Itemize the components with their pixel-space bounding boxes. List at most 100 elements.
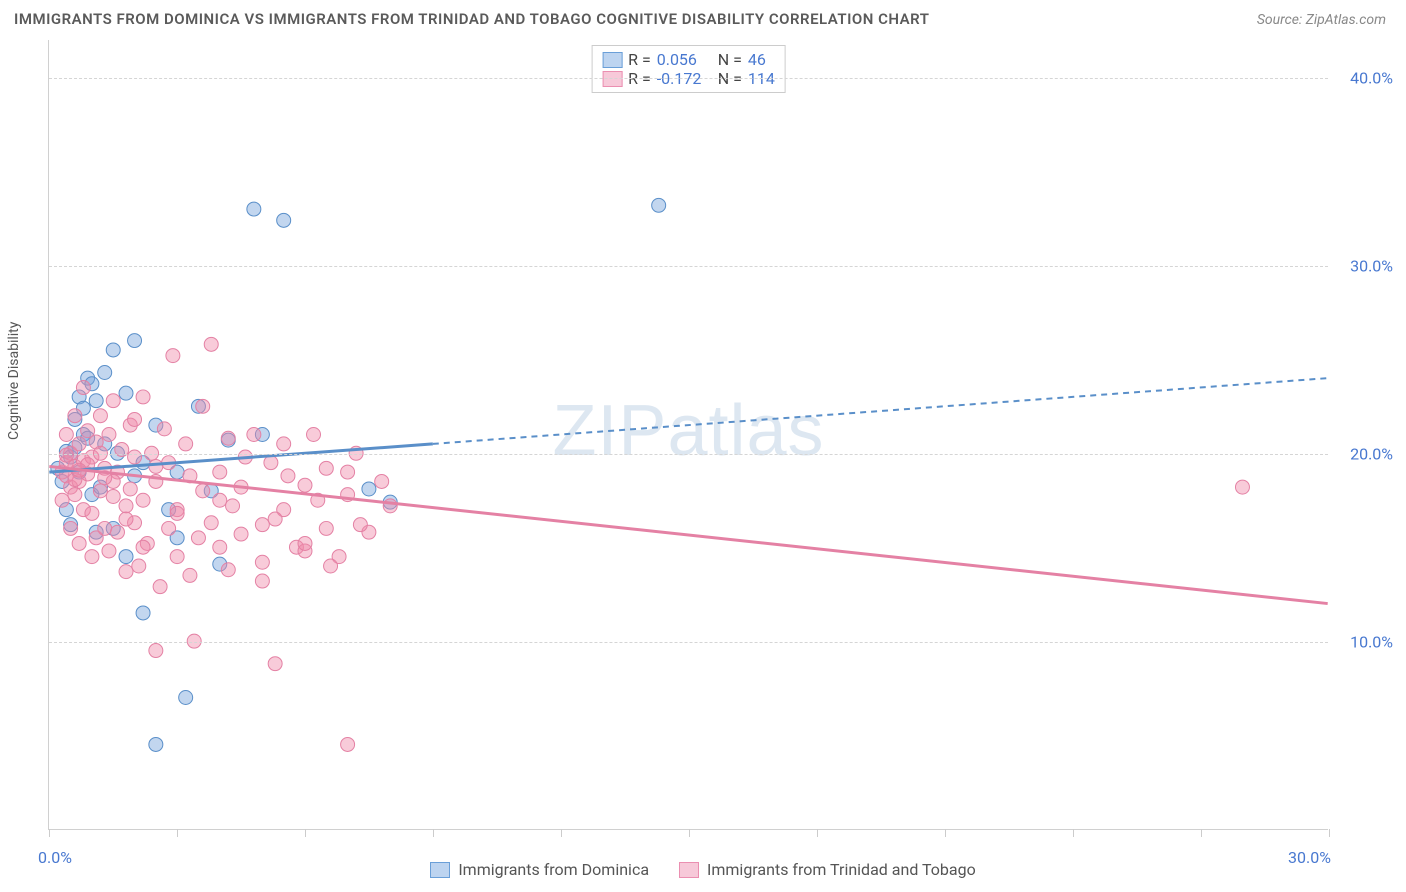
data-point — [255, 574, 269, 588]
data-point — [157, 422, 171, 436]
data-point — [298, 478, 312, 492]
legend-series-name: Immigrants from Trinidad and Tobago — [707, 860, 976, 879]
data-point — [324, 559, 338, 573]
data-point — [98, 366, 112, 380]
data-point — [170, 550, 184, 564]
data-point — [213, 540, 227, 554]
data-point — [110, 525, 124, 539]
data-point — [68, 488, 82, 502]
data-point — [375, 474, 389, 488]
scatter-svg — [49, 40, 1328, 829]
data-point — [93, 484, 107, 498]
data-point — [277, 437, 291, 451]
data-point — [247, 202, 261, 216]
data-point — [136, 540, 150, 554]
gridline — [49, 454, 1328, 455]
data-point — [255, 555, 269, 569]
data-point — [341, 737, 355, 751]
x-tick — [1201, 829, 1202, 837]
data-point — [85, 550, 99, 564]
data-point — [652, 198, 666, 212]
x-tick — [305, 829, 306, 837]
data-point — [213, 493, 227, 507]
data-point — [136, 493, 150, 507]
data-point — [72, 437, 86, 451]
data-point — [89, 394, 103, 408]
data-point — [93, 409, 107, 423]
data-point — [221, 563, 235, 577]
x-tick — [433, 829, 434, 837]
data-point — [1235, 480, 1249, 494]
data-point — [196, 484, 210, 498]
data-point — [179, 437, 193, 451]
data-point — [281, 469, 295, 483]
data-point — [204, 516, 218, 530]
data-point — [119, 565, 133, 579]
data-point — [128, 412, 142, 426]
data-point — [319, 461, 333, 475]
data-point — [307, 428, 321, 442]
data-point — [59, 448, 73, 462]
gridline — [49, 266, 1328, 267]
data-point — [170, 506, 184, 520]
data-point — [268, 657, 282, 671]
y-tick-label: 40.0% — [1350, 68, 1393, 87]
trend-line-dashed — [433, 378, 1328, 444]
data-point — [119, 386, 133, 400]
data-point — [136, 390, 150, 404]
y-tick-label: 30.0% — [1350, 256, 1393, 275]
data-point — [153, 580, 167, 594]
x-tick — [177, 829, 178, 837]
data-point — [119, 512, 133, 526]
x-tick — [561, 829, 562, 837]
x-tick — [689, 829, 690, 837]
data-point — [102, 428, 116, 442]
data-point — [128, 450, 142, 464]
chart-title: IMMIGRANTS FROM DOMINICA VS IMMIGRANTS F… — [14, 10, 929, 28]
data-point — [183, 568, 197, 582]
legend-item: Immigrants from Dominica — [430, 860, 649, 879]
gridline — [49, 642, 1328, 643]
legend-item: Immigrants from Trinidad and Tobago — [679, 860, 976, 879]
data-point — [213, 465, 227, 479]
data-point — [226, 499, 240, 513]
source-label: Source: ZipAtlas.com — [1257, 12, 1386, 28]
legend-swatch — [430, 862, 450, 878]
x-tick — [49, 829, 50, 837]
data-point — [132, 559, 146, 573]
data-point — [264, 456, 278, 470]
data-point — [55, 493, 69, 507]
y-axis-label: Cognitive Disability — [6, 322, 22, 440]
data-point — [68, 409, 82, 423]
x-tick — [817, 829, 818, 837]
data-point — [85, 506, 99, 520]
data-point — [277, 213, 291, 227]
data-point — [255, 518, 269, 532]
plot-area: ZIPatlas R = 0.056 N = 46 R = -0.172 N =… — [48, 40, 1328, 830]
x-tick — [945, 829, 946, 837]
data-point — [204, 337, 218, 351]
y-tick-label: 20.0% — [1350, 444, 1393, 463]
data-point — [166, 349, 180, 363]
data-point — [341, 465, 355, 479]
data-point — [362, 482, 376, 496]
data-point — [136, 606, 150, 620]
series-legend: Immigrants from Dominica Immigrants from… — [0, 860, 1406, 879]
x-tick-label: 0.0% — [38, 848, 72, 867]
data-point — [319, 521, 333, 535]
data-point — [128, 334, 142, 348]
data-point — [59, 428, 73, 442]
data-point — [149, 644, 163, 658]
data-point — [179, 691, 193, 705]
legend-swatch — [679, 862, 699, 878]
data-point — [119, 499, 133, 513]
data-point — [149, 459, 163, 473]
data-point — [353, 518, 367, 532]
x-tick — [1073, 829, 1074, 837]
data-point — [72, 536, 86, 550]
data-point — [149, 737, 163, 751]
data-point — [98, 521, 112, 535]
data-point — [247, 428, 261, 442]
data-point — [268, 512, 282, 526]
y-tick-label: 10.0% — [1350, 632, 1393, 651]
